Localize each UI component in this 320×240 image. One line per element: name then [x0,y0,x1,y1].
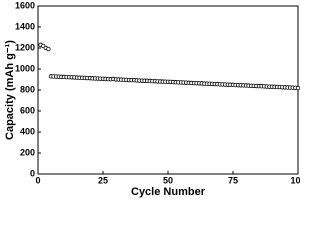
chart: Cycle Number Capacity (mAh g⁻¹) 0 200 400 6… [4,0,300,198]
y-tick-label: 400 [20,126,35,136]
data-point [295,85,300,91]
y-tick-label: 1000 [15,63,35,73]
y-axis-title: Capacity (mAh g⁻¹) [4,40,16,140]
x-axis-title: Cycle Number [131,186,206,198]
x-tick-label: 50 [163,175,173,185]
y-tick-label: 1200 [15,42,35,52]
data-point [46,46,51,52]
x-tick-label: 0 [35,175,40,185]
y-tick-label: 800 [20,84,35,94]
y-tick-label: 0 [30,168,35,178]
y-tick-label: 200 [20,147,35,157]
y-tick-label: 1400 [15,21,35,31]
y-tick-label: 1600 [15,0,35,10]
x-tick-label: 25 [98,175,108,185]
x-tick-label: 100 [290,175,300,185]
page: Cycle Number Capacity (mAh g⁻¹) 0 200 400 6… [3,0,300,198]
x-tick-label: 75 [228,175,238,185]
plot-frame [37,5,299,175]
y-tick-label: 600 [20,105,35,115]
